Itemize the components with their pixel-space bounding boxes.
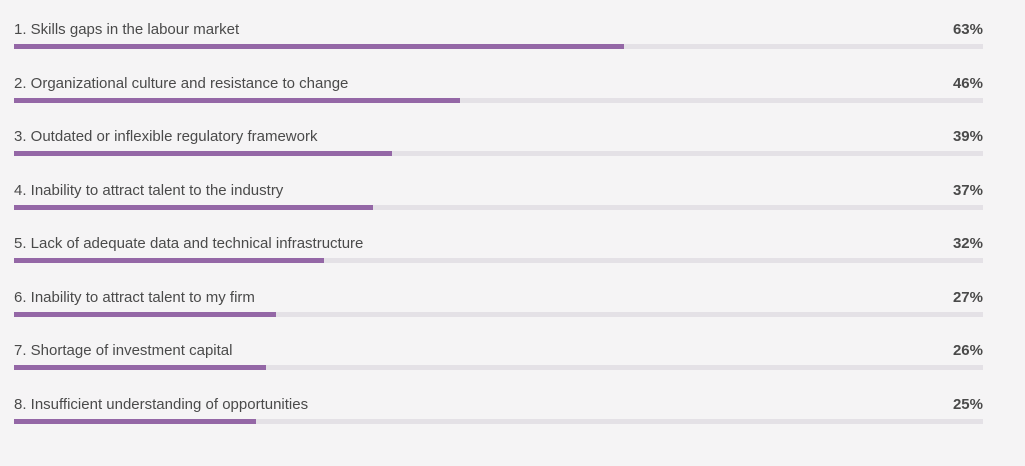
bar-track: [14, 311, 983, 317]
category-label: 6. Inability to attract talent to my fir…: [14, 288, 255, 306]
bar-fill: [14, 418, 257, 424]
bar-fill: [14, 258, 325, 263]
bar-track: [14, 44, 983, 49]
bar-fill: [14, 44, 625, 49]
category-label: 1. Skills gaps in the labour market: [14, 21, 240, 38]
bar-fill: [14, 204, 373, 210]
bar-track: [14, 151, 983, 156]
category-label: 4. Inability to attract talent to the in…: [14, 181, 284, 199]
value-label: 25%: [952, 395, 983, 413]
bar-track: [14, 418, 983, 424]
bar-fill: [14, 97, 460, 103]
category-label: 7. Shortage of investment capital: [14, 342, 233, 359]
chart-row: 8. Insufficient understanding of opportu…: [14, 375, 983, 429]
chart-row: 1. Skills gaps in the labour market 63%: [14, 0, 983, 54]
value-label: 46%: [952, 74, 983, 92]
bar-fill: [14, 151, 392, 156]
bar-chart: 1. Skills gaps in the labour market 63% 2.…: [14, 0, 983, 428]
chart-row: 2. Organizational culture and resistance…: [14, 54, 983, 108]
category-label: 8. Insufficient understanding of opportu…: [14, 395, 309, 413]
category-label: 3. Outdated or inflexible regulatory fra…: [14, 128, 318, 145]
value-label: 37%: [952, 181, 983, 199]
value-label: 27%: [952, 288, 983, 306]
bar-track: [14, 365, 983, 370]
chart-row: 7. Shortage of investment capital 26%: [14, 321, 983, 375]
value-label: 39%: [952, 128, 983, 145]
value-label: 26%: [952, 342, 983, 359]
bar-track: [14, 97, 983, 103]
bar-track: [14, 204, 983, 210]
value-label: 63%: [952, 21, 983, 38]
bar-fill: [14, 365, 266, 370]
chart-row: 6. Inability to attract talent to my fir…: [14, 268, 983, 322]
category-label: 5. Lack of adequate data and technical i…: [14, 235, 364, 252]
value-label: 32%: [952, 235, 983, 252]
bar-track: [14, 258, 983, 263]
bar-fill: [14, 311, 276, 317]
chart-row: 5. Lack of adequate data and technical i…: [14, 214, 983, 268]
chart-row: 4. Inability to attract talent to the in…: [14, 161, 983, 215]
category-label: 2. Organizational culture and resistance…: [14, 74, 349, 92]
chart-row: 3. Outdated or inflexible regulatory fra…: [14, 107, 983, 161]
